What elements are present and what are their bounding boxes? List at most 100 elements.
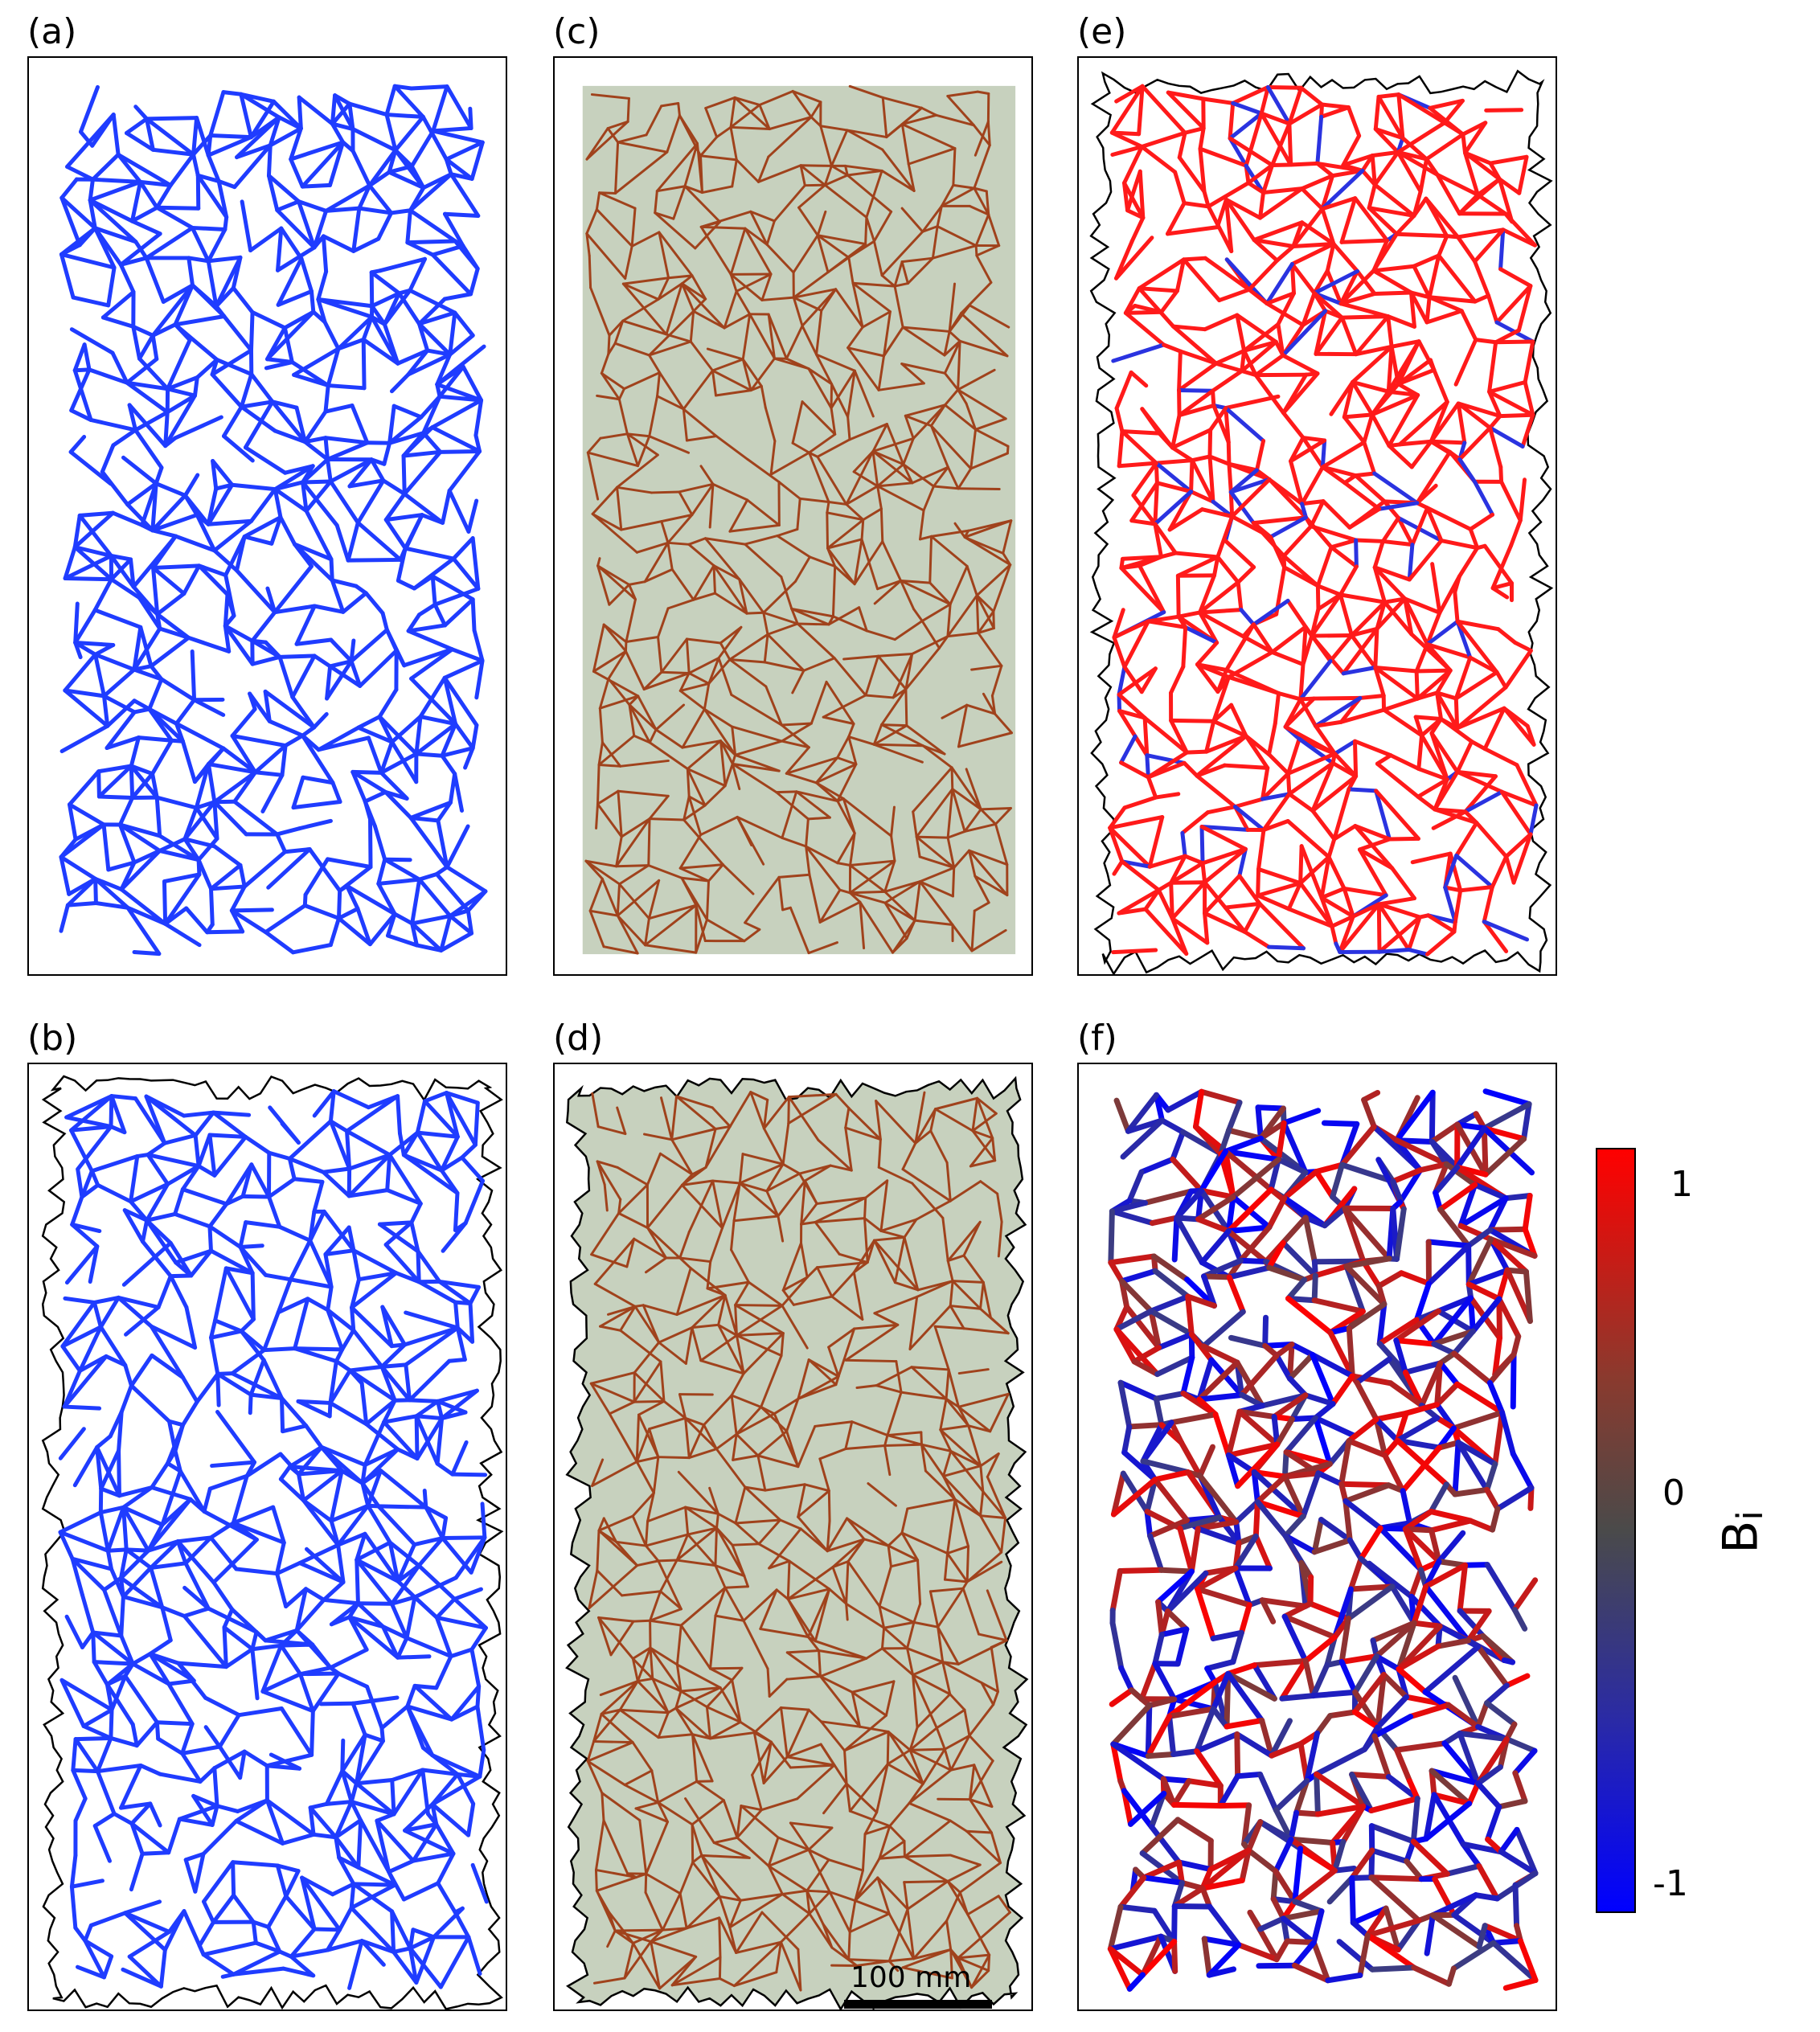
network-edge (329, 557, 334, 583)
network-edge (867, 1482, 897, 1507)
network-edge (953, 849, 971, 869)
network-edge (957, 1405, 970, 1428)
network-edge (173, 415, 223, 440)
network-edge (1109, 1567, 1123, 1613)
network-edge (968, 1798, 994, 1809)
network-edge (1194, 1731, 1240, 1755)
network-edge (144, 117, 155, 152)
network-edge (1198, 146, 1248, 168)
network-edge (125, 481, 158, 507)
network-edge (675, 1293, 727, 1317)
network-edge (176, 1661, 228, 1669)
network-edge (1170, 880, 1207, 921)
network-edge (174, 721, 185, 744)
network-edge (766, 622, 799, 636)
network-edge (588, 877, 604, 912)
network-edge (325, 457, 333, 484)
network-edge (929, 1129, 949, 1164)
network-edge (1178, 1440, 1203, 1479)
network-edge (706, 1287, 727, 1297)
network-edge (1461, 121, 1488, 137)
network-edge (1441, 1731, 1463, 1747)
colorbar-tick-mid: 0 (1662, 1473, 1685, 1514)
network-edge (141, 1218, 150, 1244)
network-edge (736, 1836, 770, 1867)
network-edge (1338, 592, 1354, 637)
network-edge (1225, 1224, 1273, 1235)
network-edge (1289, 1342, 1316, 1358)
network-edge (1110, 1741, 1166, 1782)
network-edge (1498, 1849, 1539, 1877)
network-edge (63, 652, 98, 693)
network-edge (466, 1935, 482, 1976)
network-edge (689, 309, 695, 343)
network-edge (275, 1561, 302, 1576)
network-edge (1373, 626, 1379, 670)
network-edge (63, 554, 113, 581)
network-edge (1522, 1192, 1533, 1232)
network-edge (470, 1862, 489, 1904)
network-edge (592, 1708, 621, 1743)
network-edge (1382, 596, 1408, 604)
network-edge (1436, 1530, 1466, 1565)
network-edge (1338, 291, 1377, 306)
network-edge (657, 1711, 670, 1739)
network-edge (876, 463, 905, 488)
network-edge (649, 1619, 682, 1627)
network-edge (109, 1094, 127, 1135)
network-edge (1454, 821, 1479, 858)
network-edge (1459, 309, 1478, 342)
network-edge (1275, 1120, 1287, 1163)
network-edge (808, 1912, 834, 1949)
network-edge (608, 1400, 636, 1415)
network-edge (691, 1733, 699, 1783)
network-edge (851, 1690, 862, 1728)
network-edge (915, 1199, 952, 1221)
network-edge (123, 1911, 172, 1934)
network-edge (148, 1801, 162, 1828)
network-edge (250, 1647, 260, 1701)
colorbar-title-sub: i (1729, 1510, 1771, 1521)
network-edge (1201, 1273, 1232, 1280)
network-edge (1252, 1657, 1309, 1669)
network-edge (974, 244, 978, 257)
network-edge (380, 1624, 400, 1660)
network-edge (1170, 1156, 1204, 1194)
network-edge (731, 753, 737, 765)
network-edge (177, 1817, 215, 1827)
network-edge (1152, 1632, 1165, 1667)
network-edge (833, 657, 867, 697)
network-edge (1002, 551, 1012, 567)
network-edge (732, 1940, 782, 1988)
network-edge (902, 463, 914, 485)
network-edge (1338, 1481, 1392, 1489)
network-edge (63, 688, 110, 728)
network-edge (1396, 1643, 1441, 1672)
network-edge (863, 1217, 883, 1232)
network-edge (946, 788, 954, 839)
network-edge (1388, 836, 1420, 842)
network-edge (92, 577, 114, 612)
network-edge (887, 1957, 916, 1963)
network-edge (60, 1325, 103, 1349)
network-edge (1233, 1499, 1260, 1525)
network-edge (211, 459, 235, 487)
network-edge (1151, 1907, 1178, 1944)
network-edge (846, 369, 856, 419)
network-edge (666, 1706, 678, 1714)
network-edge (279, 1643, 303, 1677)
network-edge (684, 1326, 694, 1365)
network-edge (986, 1452, 1000, 1478)
specimen-outline (1089, 69, 1554, 974)
network-edge (1110, 1477, 1158, 1518)
network-edge (383, 1243, 421, 1284)
network-edge (1424, 1912, 1436, 1956)
network-edge (369, 270, 402, 296)
network-edge (1223, 1148, 1281, 1163)
network-edge (301, 1469, 344, 1503)
network-edge (735, 1304, 784, 1337)
network-edge (1235, 313, 1247, 353)
network-edge (1396, 121, 1447, 154)
network-edge (1195, 763, 1227, 778)
network-edge (1177, 130, 1187, 160)
